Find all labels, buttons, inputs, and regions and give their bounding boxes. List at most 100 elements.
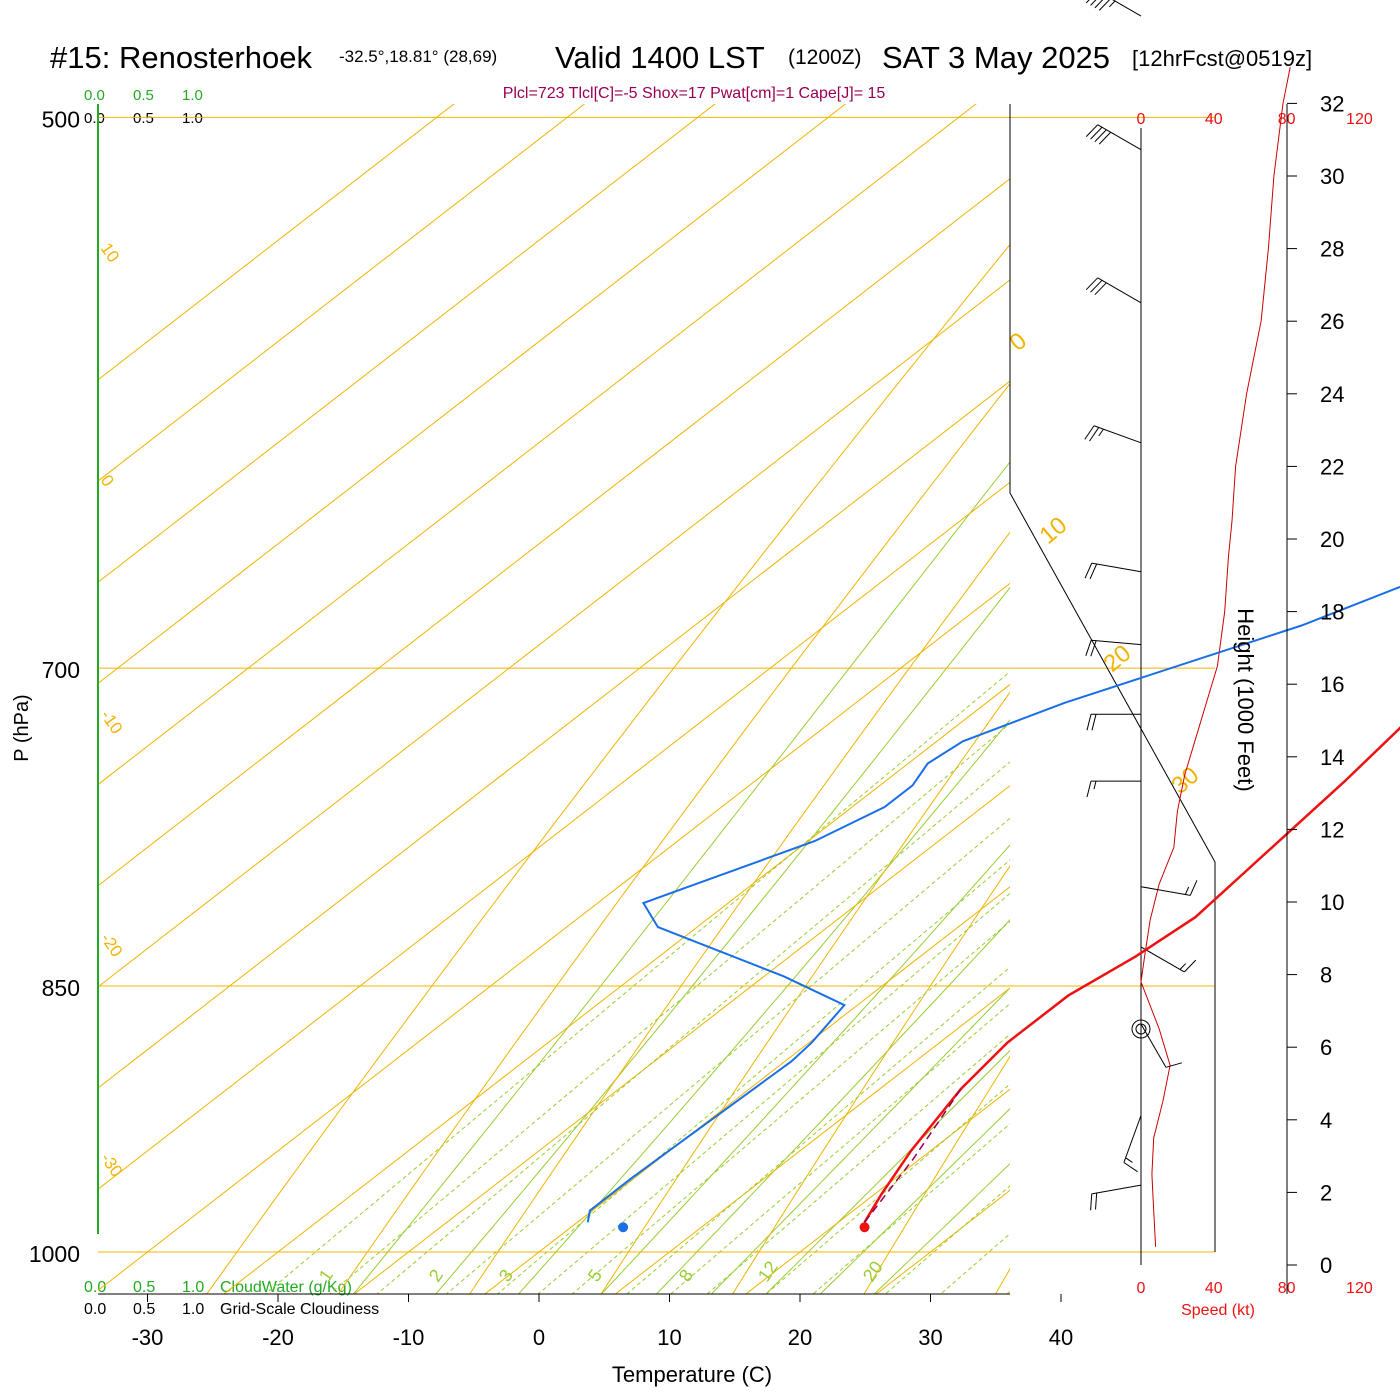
wind-barb-half [1093, 780, 1097, 790]
dry-adiabat-line [1333, 0, 1400, 1400]
wind-barb-flag [1090, 1193, 1093, 1211]
wind-barb-flag [1085, 0, 1090, 4]
wind-barb [1085, 124, 1142, 151]
wind-barb-half [1184, 886, 1190, 895]
speed-tick-top: 40 [1205, 111, 1223, 128]
mixing-ratio-label: 2 [425, 1266, 447, 1286]
wind-barb-staff [1091, 639, 1142, 646]
wind-barb-staff [1091, 562, 1142, 573]
height-tick-label: 20 [1320, 527, 1344, 552]
wind-barb-flag [1095, 1192, 1098, 1210]
mixing-ratio-line [706, 1033, 1010, 1294]
dewpoint-line [586, 585, 1400, 1223]
moist-adiabats [352, 461, 1010, 1294]
wind-barb-flag [1086, 714, 1092, 731]
pressure-tick-label: 500 [42, 106, 80, 132]
dry-adiabat-line [469, 531, 1010, 1294]
mixing-ratio-label: 5 [584, 1266, 606, 1286]
dry-adiabat-line [206, 243, 1010, 1294]
mixing-ratio-label: 3 [495, 1266, 517, 1286]
wind-barb-flag [1089, 427, 1100, 442]
wind-barb [1085, 0, 1142, 17]
wind-barb-flag [1094, 282, 1107, 296]
valid-date: SAT 3 May 2025 [882, 40, 1110, 75]
wind-barb-flag [1123, 1162, 1138, 1173]
mixing-ratio-line [264, 671, 1010, 1294]
wind-barb-flag [1090, 640, 1097, 657]
x-tick-label: 0 [533, 1325, 545, 1350]
moist-adiabat-line [873, 1163, 1010, 1294]
isotherm-line [223, 683, 1010, 1294]
surface-temperature-dot [859, 1222, 870, 1233]
pressure-tick-label: 850 [42, 975, 80, 1001]
sounding-traces [586, 585, 1400, 1233]
dry-adiabat-label: 10 [1035, 512, 1073, 550]
isotherm-line [614, 987, 1010, 1294]
wind-barb-flag [1085, 277, 1099, 291]
cloudiness-tick-bottom: 0.5 [133, 1301, 155, 1318]
x-tick-label: 30 [918, 1325, 942, 1350]
wind-barb-flag [1090, 0, 1097, 6]
mixing-ratio-line [884, 1185, 1010, 1294]
wind-barb-flag [1189, 880, 1198, 896]
speed-tick-bottom: 0 [1137, 1280, 1146, 1297]
height-tick-label: 12 [1320, 817, 1344, 842]
speed-axis-label: Speed (kt) [1181, 1302, 1255, 1319]
x-tick-label: 10 [657, 1325, 681, 1350]
height-tick-label: 14 [1320, 745, 1344, 770]
height-tick-label: 22 [1320, 454, 1344, 479]
height-tick-label: 6 [1320, 1035, 1332, 1060]
wind-barb-flag [1165, 1062, 1182, 1068]
wind-barb [1086, 713, 1141, 731]
wind-barb [1085, 277, 1142, 304]
wind-barb-flag [1084, 425, 1095, 440]
mixing-ratio-line [328, 722, 1010, 1294]
height-tick-label: 18 [1320, 600, 1344, 625]
cloudwater-tick-top: 0.5 [133, 87, 154, 104]
dry-adiabat-line [337, 382, 1010, 1294]
cloudiness-tick-top: 0.5 [133, 110, 154, 127]
mixing-ratio-label: 12 [754, 1257, 782, 1285]
isotherm-line [353, 785, 1010, 1294]
wind-barb [1084, 425, 1142, 444]
moist-adiabat-line [517, 719, 1010, 1294]
wind-barb-staff [1112, 0, 1142, 17]
dry-adiabat-line [600, 691, 1010, 1294]
wind-barb-half [1179, 963, 1187, 970]
isotherm-line [1006, 1290, 1010, 1294]
cloudwater-tick-top: 0.0 [84, 87, 105, 104]
wind-barb [1140, 946, 1197, 973]
height-tick-label: 0 [1320, 1253, 1332, 1278]
dry-adiabats [206, 0, 1400, 1400]
cloudiness-tick-top: 0.0 [84, 110, 105, 127]
parcel-path [863, 1088, 962, 1223]
dry-adiabat-line [1199, 0, 1400, 1400]
sounding-indices: Plcl=723 Tlcl[C]=-5 Shox=17 Pwat[cm]=1 C… [503, 85, 886, 102]
wind-barb [1123, 1115, 1142, 1173]
wind-barb-staff [1140, 1023, 1167, 1068]
isotherm-line [990, 0, 1400, 1400]
dry-adiabat-line [732, 865, 1010, 1294]
speed-tick-top: 120 [1346, 111, 1373, 128]
height-tick-label: 16 [1320, 672, 1344, 697]
axes: -30-20-100102030402503004005007008501000… [29, 91, 1345, 1350]
wind-barb-flag [1091, 714, 1097, 731]
isotherm-label: -20 [97, 929, 127, 960]
station-location: -32.5°,18.81° (28,69) [339, 47, 497, 66]
moist-adiabat-line [710, 987, 1010, 1294]
surface-dewpoint-dot [618, 1222, 629, 1233]
wind-barb-half [1108, 0, 1116, 8]
speed-tick-top: 0 [1137, 111, 1146, 128]
x-axis-label: Temperature (C) [612, 1362, 772, 1387]
dry-adiabat-label: 20 [1099, 640, 1137, 678]
cloudiness-label: Grid-Scale Cloudiness [220, 1301, 379, 1318]
isobars [98, 116, 1215, 1253]
forecast-info: [12hrFcst@0519z] [1132, 46, 1312, 71]
cloudwater-tick-bottom: 0.0 [84, 1279, 106, 1296]
cloudiness-tick-bottom: 0.0 [84, 1301, 106, 1318]
